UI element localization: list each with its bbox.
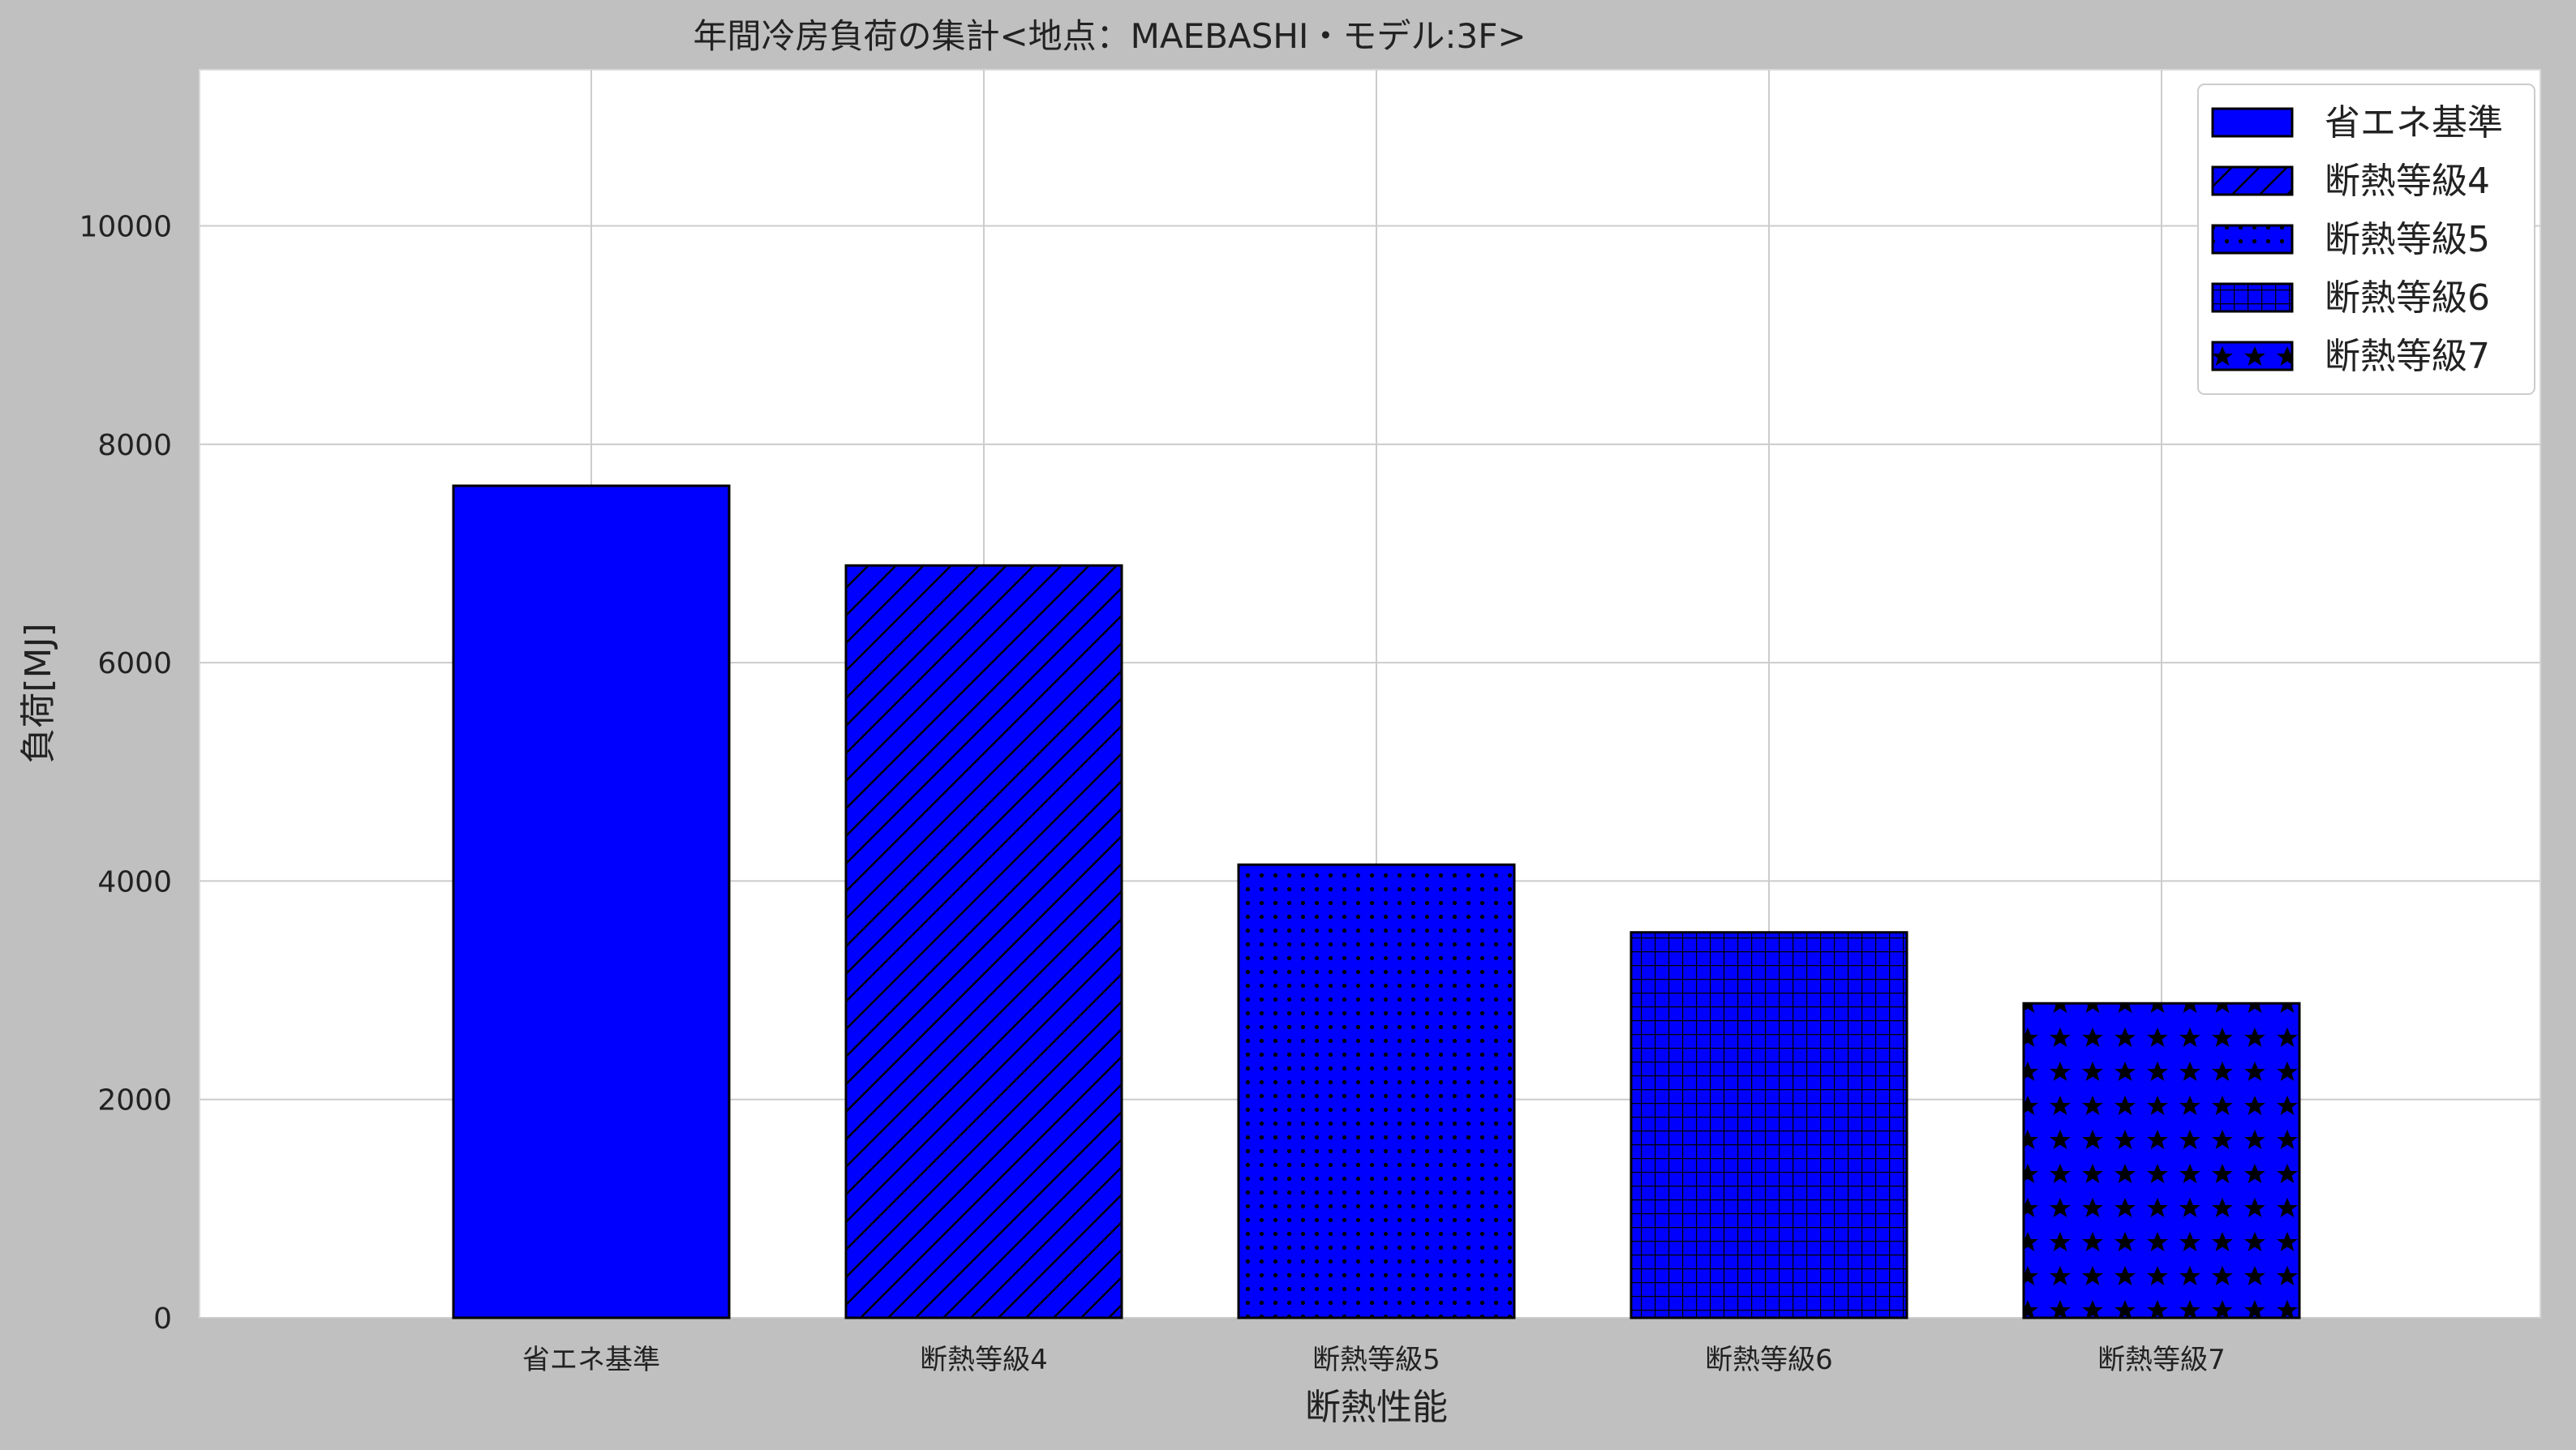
y-tick-label: 2000 (97, 1084, 172, 1118)
plot-area (199, 69, 2541, 1319)
bar-4 (1629, 931, 1908, 1319)
x-tick-label: 断熱等級4 (920, 1344, 1048, 1376)
y-axis-label: 負荷[MJ] (18, 623, 59, 763)
legend-item: 断熱等級5 (2211, 219, 2490, 260)
x-tick-label: 断熱等級6 (1705, 1344, 1833, 1376)
legend-label: 省エネ基準 (2325, 102, 2503, 144)
legend-label: 断熱等級4 (2325, 161, 2490, 202)
legend-label: 断熱等級5 (2325, 219, 2490, 260)
y-tick-label: 10000 (79, 211, 172, 244)
chart-title: 年間冷房負荷の集計<地点：MAEBASHI・モデル:3F> (693, 16, 1526, 56)
legend-item: 断熱等級4 (2211, 161, 2490, 202)
x-tick-label: 省エネ基準 (522, 1344, 660, 1376)
legend-box (2197, 84, 2535, 395)
legend-item: 断熱等級6 (2211, 277, 2490, 319)
y-tick-label: 6000 (97, 647, 172, 680)
legend-item: 断熱等級7 (2211, 336, 2490, 377)
y-tick-label: 4000 (97, 865, 172, 899)
bar-3 (1237, 863, 1516, 1319)
bars (452, 484, 2301, 1319)
y-tick-label: 8000 (97, 429, 172, 462)
bar-2 (844, 564, 1123, 1319)
bar-5 (2022, 1002, 2301, 1319)
x-tick-label: 断熱等級7 (2097, 1344, 2226, 1376)
legend-label: 断熱等級7 (2325, 336, 2490, 377)
x-axis-label: 断熱性能 (1305, 1387, 1448, 1428)
y-axis-ticks: 0 2000 4000 6000 8000 10000 (79, 211, 172, 1336)
legend-item: 省エネ基準 (2211, 102, 2503, 144)
y-tick-label: 0 (153, 1302, 172, 1336)
bar-1 (452, 484, 731, 1319)
x-tick-label: 断熱等級5 (1312, 1344, 1440, 1376)
x-axis-ticks: 省エネ基準 断熱等級4 断熱等級5 断熱等級6 断熱等級7 (522, 1344, 2226, 1376)
legend-label: 断熱等級6 (2325, 277, 2490, 319)
